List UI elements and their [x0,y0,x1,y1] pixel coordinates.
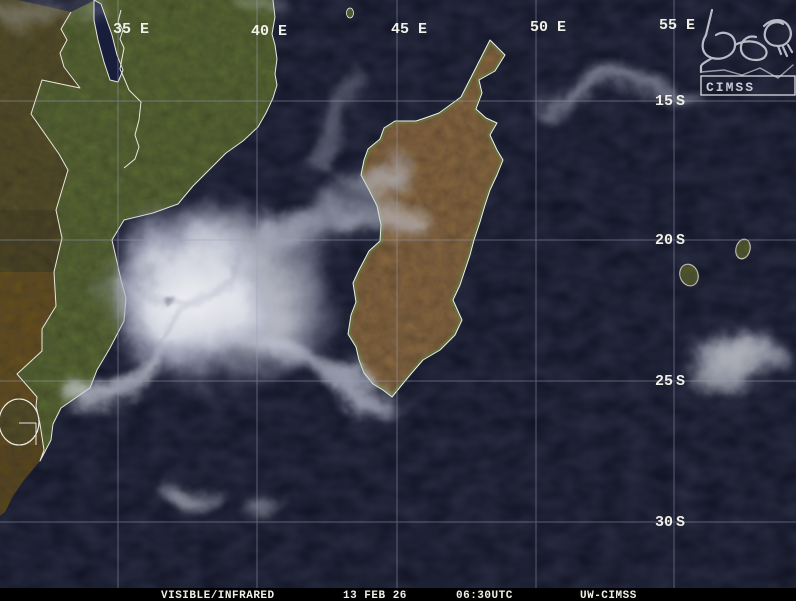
svg-text:25S: 25 S [655,373,685,390]
svg-text:55 E: 55 E [659,17,695,34]
svg-text:15S: 15 S [655,93,685,110]
svg-text:13 FEB 26: 13 FEB 26 [343,590,407,601]
svg-text:35 E: 35 E [113,21,149,38]
svg-text:VISIBLE/INFRARED: VISIBLE/INFRARED [161,590,275,601]
svg-text:06:30UTC: 06:30UTC [456,590,513,601]
svg-text:30S: 30 S [655,514,685,531]
svg-text:CIMSS: CIMSS [706,80,755,95]
svg-text:40 E: 40 E [251,23,287,40]
svg-text:50 E: 50 E [530,19,566,36]
svg-text:UW-CIMSS: UW-CIMSS [580,590,637,601]
svg-text:45 E: 45 E [391,21,427,38]
svg-text:20S: 20 S [655,232,685,249]
